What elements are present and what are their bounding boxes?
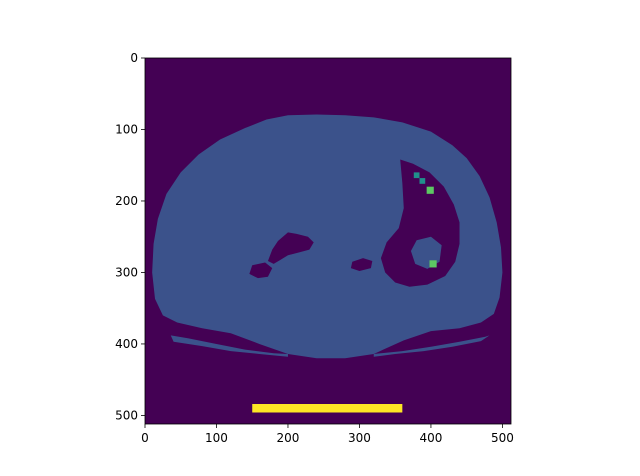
plot-frame	[144, 57, 512, 425]
region-table-left	[170, 335, 288, 357]
x-tick-label: 200	[277, 431, 300, 445]
patch-1	[419, 178, 426, 184]
patch-0	[413, 172, 420, 179]
x-tick-label: 500	[491, 431, 514, 445]
y-tick-label: 0	[130, 51, 138, 65]
region-table-bar	[252, 403, 403, 413]
y-tick-label: 100	[115, 122, 138, 136]
region-lung-mid-bits	[350, 258, 373, 272]
y-tick-label: 400	[115, 337, 138, 351]
x-tick-label: 400	[419, 431, 442, 445]
region-table-right	[373, 335, 490, 357]
region-lung-left-lower	[249, 262, 273, 279]
y-tick-label: 200	[115, 194, 138, 208]
x-axis: 0 100 200 300 400 500	[141, 424, 514, 445]
y-tick-label: 300	[115, 265, 138, 279]
region-lung-left-upper	[267, 232, 314, 264]
patch-3	[429, 260, 437, 268]
x-tick-label: 0	[141, 431, 149, 445]
x-tick-label: 100	[205, 431, 228, 445]
y-tick-label: 500	[115, 408, 138, 422]
heatmap-image	[145, 58, 511, 424]
x-tick-label: 300	[348, 431, 371, 445]
patch-2	[426, 186, 434, 194]
y-axis: 0 100 200 300 400 500	[115, 51, 145, 422]
